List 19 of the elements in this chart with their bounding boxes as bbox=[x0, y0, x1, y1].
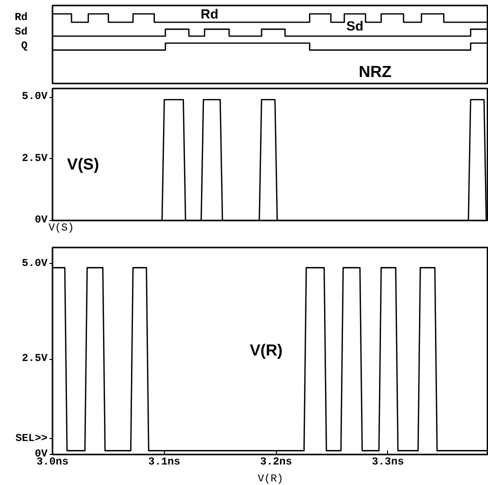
annotation: NRZ bbox=[358, 64, 392, 82]
text: Rd bbox=[14, 12, 28, 24]
x-tick-label: 3.3ns bbox=[372, 456, 404, 468]
annotation: Rd bbox=[200, 6, 218, 22]
annotation: V(R) bbox=[250, 342, 283, 360]
x-tick-label: 3.1ns bbox=[148, 456, 180, 468]
annotation: V(S) bbox=[67, 156, 100, 174]
text: SEL>> bbox=[16, 432, 48, 445]
y-tick-label: 0V bbox=[34, 214, 48, 226]
y-tick-label: 5.0V bbox=[22, 258, 48, 270]
y-tick-label: 2.5V bbox=[22, 353, 48, 366]
text: Q bbox=[21, 40, 28, 53]
text: Sd bbox=[14, 26, 28, 39]
annotation: Sd bbox=[346, 18, 364, 34]
text: V(R) bbox=[258, 474, 284, 485]
legend-label: V(S) bbox=[48, 222, 74, 234]
y-tick-label: 5.0V bbox=[22, 91, 48, 104]
x-tick-label: 3.2ns bbox=[260, 456, 292, 468]
y-tick-label: 2.5V bbox=[22, 152, 48, 165]
